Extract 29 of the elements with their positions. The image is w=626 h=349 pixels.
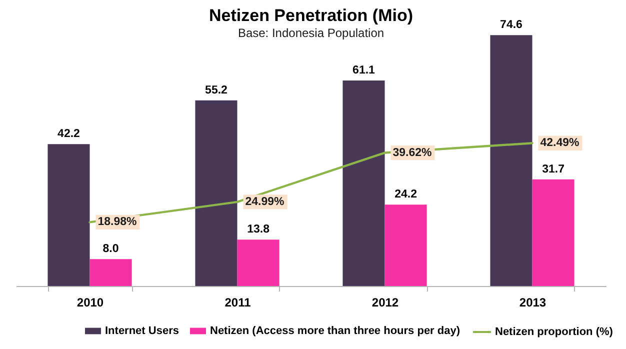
data-label: 42.2 (58, 128, 80, 140)
x-tick-label: 2011 (224, 296, 252, 310)
x-tick-label: 2010 (76, 296, 104, 310)
data-label: 74.6 (500, 19, 522, 32)
data-label: 8.0 (102, 243, 119, 256)
data-label: 31.7 (542, 163, 564, 176)
bar (195, 100, 238, 286)
bar (90, 259, 132, 286)
legend-label: Netizen (Access more than three hours per day) (210, 325, 460, 337)
data-label: 24.99% (245, 196, 284, 208)
bar (384, 204, 427, 286)
bar (342, 80, 385, 286)
data-label: 39.62% (392, 146, 432, 159)
data-label: 18.98% (98, 216, 137, 228)
bar (237, 240, 280, 286)
x-tick-label: 2013 (519, 296, 546, 310)
data-label: 24.2 (394, 188, 417, 201)
bar (490, 35, 532, 286)
data-label: 61.1 (352, 64, 376, 77)
data-label: 13.8 (247, 224, 270, 236)
legend-label: Netizen proportion (%) (495, 326, 614, 338)
bar (48, 144, 90, 286)
chart-title: Netizen Penetration (Mio) (208, 6, 414, 25)
bar (532, 179, 574, 286)
chart-subtitle: Base: Indonesia Population (238, 26, 384, 40)
data-label: 55.2 (205, 84, 228, 96)
data-label: 42.49% (540, 137, 580, 150)
legend-label: Internet Users (105, 325, 179, 337)
x-tick-label: 2012 (372, 296, 399, 310)
